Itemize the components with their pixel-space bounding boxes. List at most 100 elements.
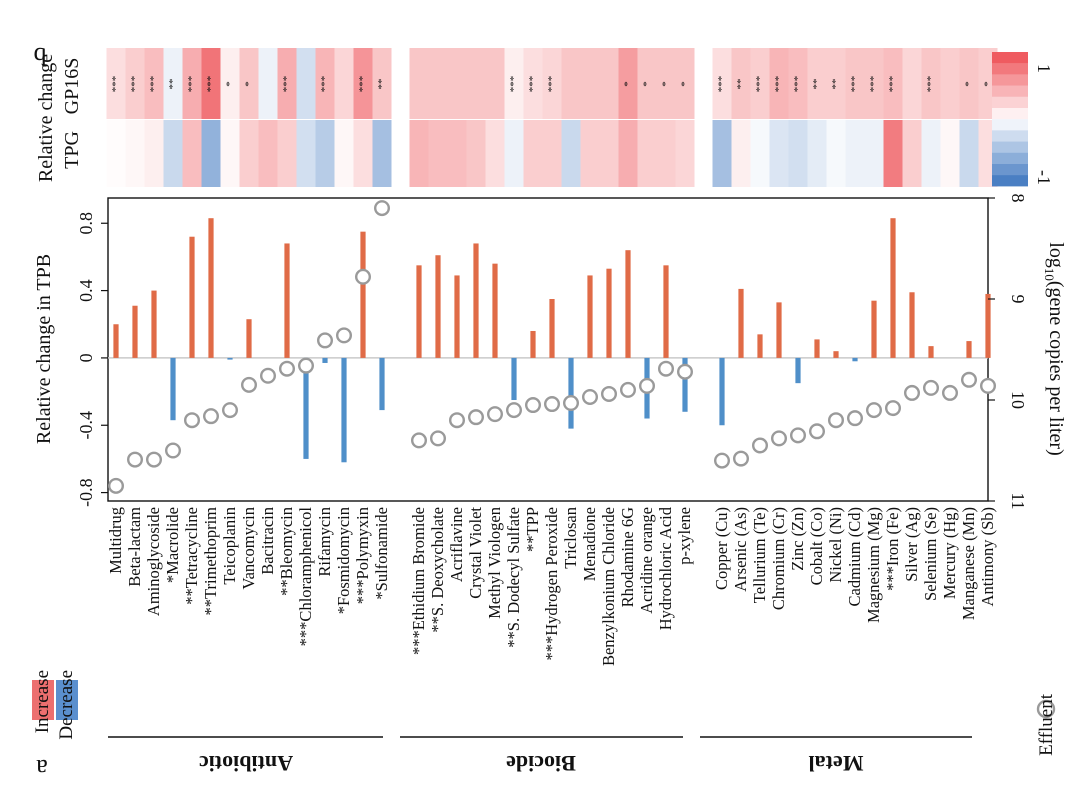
heatmap-cell-tpg xyxy=(561,120,581,187)
effluent-point xyxy=(809,423,826,440)
heatmap-cell-gp16s xyxy=(750,48,770,119)
category-label: *Fosmidomycin xyxy=(334,507,353,614)
effluent-point xyxy=(279,360,296,377)
effluent-point xyxy=(714,452,731,469)
heatmap-significance: ** xyxy=(735,79,747,90)
tpb-bar xyxy=(322,357,328,363)
tpb-bar xyxy=(719,357,725,426)
heatmap-cell-tpg xyxy=(220,120,240,187)
category-label: Multidrug xyxy=(106,507,125,574)
heatmap-cell-gp16s xyxy=(504,48,524,119)
tpb-bar xyxy=(966,341,972,358)
legend-step xyxy=(992,52,1028,64)
tpb-bar xyxy=(341,357,347,463)
tpb-bar xyxy=(871,300,877,358)
heatmap-cell-gp16s xyxy=(675,48,695,119)
category-label: Rhodamine 6G xyxy=(618,507,637,607)
effluent-point xyxy=(828,412,845,429)
heatmap-significance: * xyxy=(622,81,634,87)
heatmap-legend-max: 1 xyxy=(1034,64,1054,73)
category-label: Antimony (Sb) xyxy=(978,507,997,606)
heatmap-cell-tpg xyxy=(902,120,922,187)
tpb-bar xyxy=(625,250,631,358)
heatmap-significance: *** xyxy=(319,76,331,93)
legend-step xyxy=(992,119,1028,131)
category-label: Aminoglycoside xyxy=(144,507,163,616)
heatmap-cell-gp16s xyxy=(523,48,543,119)
heatmap-cell-tpg xyxy=(277,120,297,187)
legend-step xyxy=(992,141,1028,153)
heatmap-cell-tpg xyxy=(731,120,751,187)
heatmap-significance: *** xyxy=(205,76,217,93)
tpb-bar xyxy=(454,275,460,358)
heatmap-cell-gp16s xyxy=(864,48,884,119)
tpb-bar xyxy=(246,319,252,358)
panel-label-b: b xyxy=(34,42,47,71)
tpb-bar xyxy=(606,268,612,358)
heatmap-cell-tpg xyxy=(182,120,202,187)
category-label: ***Iron (Fe) xyxy=(883,507,902,591)
heatmap-significance: *** xyxy=(281,76,293,93)
tpb-bar xyxy=(568,357,574,429)
heatmap-cell-gp16s xyxy=(353,48,373,119)
heatmap-cell-gp16s xyxy=(921,48,941,119)
heatmap-cell-tpg xyxy=(826,120,846,187)
heatmap-significance: *** xyxy=(849,76,861,93)
heatmap-cell-gp16s xyxy=(334,48,354,119)
heatmap-cell-gp16s xyxy=(959,48,979,119)
category-labels: Multidrug Beta-lactam Aminoglycoside *Macro… xyxy=(106,506,997,666)
y2-label-log: log xyxy=(1045,242,1067,268)
category-label: ***Chloramphenicol xyxy=(296,507,315,647)
panel-label-a: a xyxy=(36,754,48,783)
tpb-bar xyxy=(928,346,934,358)
effluent-point xyxy=(601,385,618,402)
y-axis-right: 11 10 9 8 xyxy=(988,194,1028,510)
heatmap-cell-gp16s xyxy=(940,48,960,119)
heatmap-cell-gp16s xyxy=(580,48,600,119)
heatmap-cell-gp16s xyxy=(125,48,145,119)
heatmap-cell-gp16s xyxy=(542,48,562,119)
legend-decrease-label: Decrease xyxy=(56,670,77,740)
effluent-point xyxy=(923,379,940,396)
heatmap-cell-gp16s xyxy=(201,48,221,119)
tpb-bar xyxy=(189,236,195,358)
tpb-bar xyxy=(227,357,233,360)
heatmap-significance: *** xyxy=(129,76,141,93)
heatmap-cell-tpg xyxy=(675,120,695,187)
legend-effluent-label: Effluent xyxy=(1036,693,1057,756)
effluent-point xyxy=(317,332,334,349)
category-label: Tellurium (Te) xyxy=(750,507,769,603)
y2-tick-label: 9 xyxy=(1008,295,1028,304)
y2-tick-label: 10 xyxy=(1008,391,1028,409)
heatmap-cell-gp16s xyxy=(182,48,202,119)
y2-axis-label: log10(gene copies per liter) xyxy=(1042,242,1067,455)
y-tick-label: -0.4 xyxy=(76,411,96,440)
heatmap-cell-gp16s xyxy=(163,48,183,119)
effluent-point xyxy=(487,406,504,423)
effluent-point xyxy=(942,384,959,401)
y-tick-label: 0.8 xyxy=(76,212,96,235)
heatmap-cell-gp16s xyxy=(258,48,278,119)
heatmap-cell-tpg xyxy=(883,120,903,187)
heatmap-cell-tpg xyxy=(315,120,335,187)
category-label: Menadione xyxy=(580,507,599,581)
heatmap-cell-gp16s xyxy=(902,48,922,119)
heatmap-cell-gp16s xyxy=(372,48,392,119)
heatmap-cell-gp16s xyxy=(845,48,865,119)
effluent-point xyxy=(677,363,694,380)
heatmap-cell-tpg xyxy=(656,120,676,187)
tpb-bar xyxy=(682,357,688,412)
legend-step xyxy=(992,152,1028,164)
effluent-point xyxy=(771,430,788,447)
heatmap-cell-gp16s xyxy=(788,48,808,119)
effluent-point xyxy=(374,200,391,217)
heatmap-significance: *** xyxy=(792,76,804,93)
effluent-point xyxy=(525,397,542,414)
heatmap-cell-tpg xyxy=(144,120,164,187)
heatmap-cell-tpg xyxy=(599,120,619,187)
legend-effluent-marker xyxy=(1036,699,1056,719)
tpb-bar xyxy=(435,255,441,358)
legend-step xyxy=(992,63,1028,75)
category-label: Methyl Viologen xyxy=(485,507,504,619)
category-label: **Tetracycline xyxy=(182,507,201,605)
